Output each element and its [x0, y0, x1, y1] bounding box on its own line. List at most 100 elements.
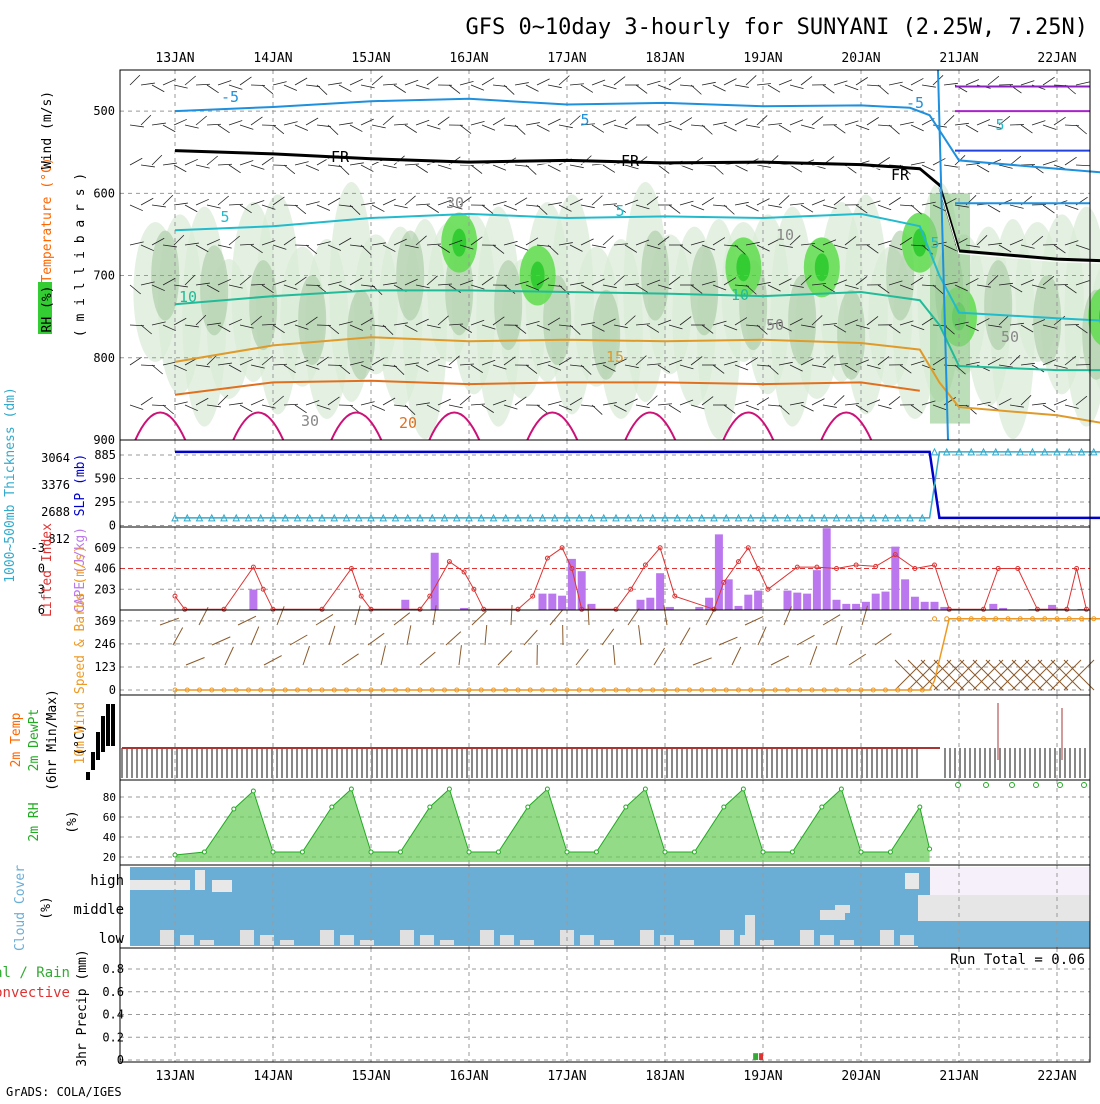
wind-barb: [218, 80, 231, 85]
wind-barb: [801, 205, 813, 212]
wind-barb: [196, 199, 209, 205]
cloud-low-gap: [320, 930, 334, 945]
wind-barb: [361, 165, 373, 172]
cloud-level-label: middle: [73, 902, 124, 918]
wind-barb: [174, 165, 186, 172]
wind-barb: [944, 115, 954, 125]
rh-tick: 20: [103, 851, 116, 864]
wind-barb: [1021, 125, 1032, 133]
wind-barb: [669, 78, 681, 85]
wind-barb: [1076, 125, 1087, 134]
rh2m-marker: [271, 850, 275, 854]
precip-legend-convective: Convective: [0, 985, 70, 1001]
date-label-top: 16JAN: [449, 51, 488, 66]
wind-barb: [141, 83, 155, 85]
thickness-axis-label: 1000~500mb Thickness (dm): [3, 387, 18, 583]
temp-legend-bar: [111, 704, 115, 746]
cape-bar: [754, 591, 762, 610]
wind-barb: [603, 236, 613, 245]
cape-bar: [931, 602, 939, 610]
wind-barb: [383, 116, 394, 125]
wind-barb: [174, 119, 187, 125]
cape-bar: [558, 596, 566, 610]
date-label-bottom: 19JAN: [743, 1069, 782, 1084]
rh2m-marker: [251, 789, 255, 793]
wind10m-barb: [875, 634, 891, 645]
rh-tick: 40: [103, 831, 116, 844]
wind-barb: [735, 119, 747, 125]
cloud-level-label: low: [99, 931, 125, 947]
pressure-axis-label: ( m i l l i b a r s ): [73, 173, 88, 337]
cloud-high-clear: [930, 867, 1090, 895]
wind-barb: [779, 125, 791, 132]
wind-barb: [680, 201, 693, 205]
wind-barb: [537, 405, 548, 414]
wind-barb: [548, 119, 561, 125]
cape-bar: [842, 604, 850, 610]
cape-bar: [744, 595, 752, 610]
wind-barb: [1043, 205, 1054, 213]
wind-barb: [438, 117, 449, 125]
wind-barb: [1076, 82, 1090, 85]
pressure-tick: 500: [93, 104, 115, 118]
wind-barb: [889, 125, 900, 134]
wind-barb: [724, 79, 736, 85]
precip-tick: 0.8: [102, 962, 124, 976]
cloud-high-gap: [905, 873, 919, 889]
wind-barb: [559, 76, 569, 85]
contour-label: 5: [580, 111, 589, 129]
wind-barb: [515, 83, 529, 85]
wind-barb: [350, 79, 363, 85]
wind-barb: [372, 405, 385, 410]
precip-tick: 0.6: [102, 985, 124, 999]
wind10m-barb: [758, 627, 766, 645]
slp-tick: 590: [94, 472, 116, 486]
wind-barb: [372, 76, 383, 85]
cape-bar: [803, 594, 811, 610]
cloud-low-gap: [640, 930, 654, 945]
wind-barb: [625, 117, 636, 125]
temp-legend-bar: [91, 752, 95, 770]
wind-barb: [471, 404, 485, 405]
cloud-low-gap: [820, 935, 834, 945]
wind-barb: [922, 165, 935, 171]
wind10m-barb: [459, 645, 461, 665]
wind-barb: [878, 405, 892, 409]
wind-barb: [262, 85, 273, 94]
wind-barb: [669, 205, 680, 213]
wind-barb: [284, 85, 297, 90]
wind-barb: [878, 157, 890, 165]
rh2m-marker: [888, 850, 892, 854]
precip-legend-rain: Total / Rain: [0, 965, 70, 981]
wind-barb: [724, 125, 737, 131]
wind10m-barb: [394, 613, 410, 625]
wind10m-barb: [186, 658, 205, 665]
cloud-level-label: high: [90, 873, 124, 889]
wind-barb: [471, 85, 484, 90]
wind-barb: [526, 85, 538, 91]
contour-label: 5: [930, 234, 939, 252]
wind-barb: [537, 79, 550, 85]
wind-barb: [548, 165, 560, 171]
temp-axis-label-unit: (°C): [73, 724, 88, 755]
cloud-low-gap: [340, 935, 354, 945]
date-label-top: 22JAN: [1037, 51, 1076, 66]
wind-barb: [427, 205, 439, 213]
wind-barb: [405, 80, 418, 85]
wind-barb: [933, 158, 945, 165]
date-label-bottom: 14JAN: [253, 1069, 292, 1084]
cape-bar: [715, 534, 723, 610]
rh2m-marker: [496, 850, 500, 854]
wind-tick: 246: [94, 637, 116, 651]
wind-barb: [163, 79, 176, 85]
wind-barb: [537, 125, 549, 131]
wind-barb: [141, 165, 155, 167]
panel-frame: [120, 610, 1090, 695]
wind-barb: [196, 165, 210, 168]
wind10m-barb: [693, 658, 712, 665]
wind10m-barb: [407, 625, 411, 645]
cape-bar: [539, 594, 547, 610]
cloud-low-gap: [680, 940, 694, 945]
cloud-low-gap: [400, 930, 414, 945]
